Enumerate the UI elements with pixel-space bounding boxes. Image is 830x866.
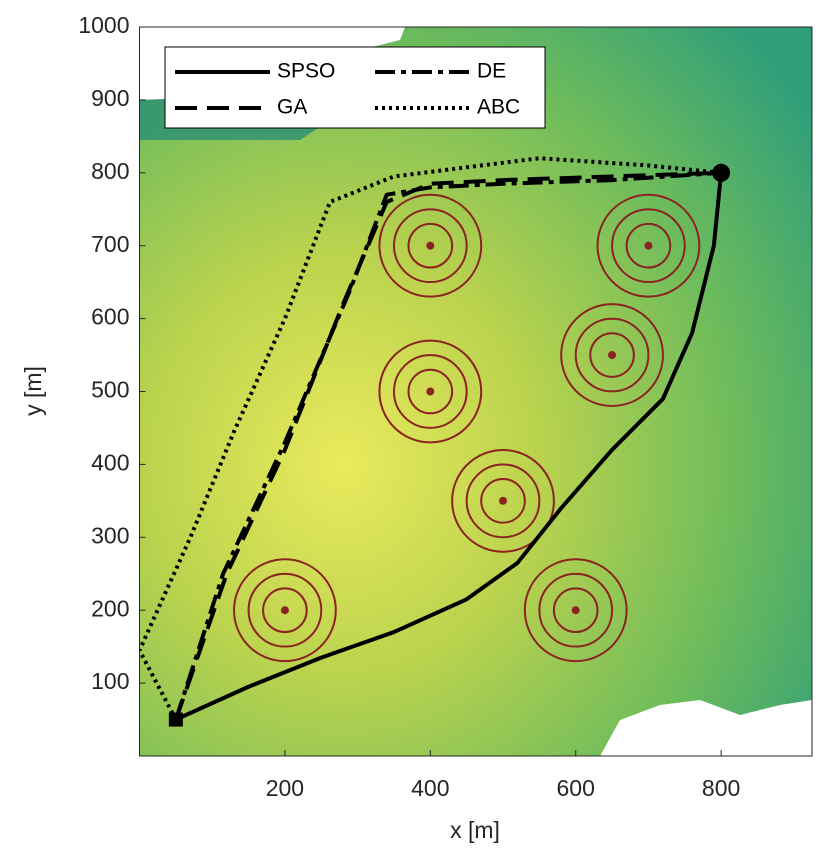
path-line xyxy=(139,156,722,721)
obstacle-ring xyxy=(407,368,454,415)
obstacle-center xyxy=(426,241,435,250)
obstacle-ring xyxy=(407,222,454,269)
obstacle-ring xyxy=(233,558,337,663)
plot-area xyxy=(139,156,731,727)
obstacle-ring xyxy=(378,339,483,444)
goal-marker xyxy=(712,163,731,182)
legend-label: ABC xyxy=(477,96,520,119)
obstacle-ring xyxy=(392,208,468,284)
obstacle-ring xyxy=(247,572,323,648)
terrain xyxy=(139,27,812,756)
obstacle-ring xyxy=(589,332,635,378)
x-tick-label: 600 xyxy=(557,775,595,801)
obstacle-ring xyxy=(560,303,664,407)
y-tick-label: 800 xyxy=(91,158,129,184)
x-tick-label: 800 xyxy=(702,775,740,801)
obstacle-ring xyxy=(392,354,468,429)
obstacle-ring xyxy=(262,587,308,634)
obstacle-ring xyxy=(611,208,686,284)
path-line xyxy=(173,170,722,721)
legend-label: SPSO xyxy=(277,60,335,83)
y-tick-label: 900 xyxy=(91,85,129,111)
path-line xyxy=(175,172,724,722)
obstacle-center xyxy=(571,606,580,615)
y-axis-label: y [m] xyxy=(20,366,46,416)
obstacle-center xyxy=(280,606,289,615)
y-tick-label: 500 xyxy=(91,377,129,403)
legend: SPSO GA DE ABC xyxy=(164,46,546,129)
x-tick-label: 400 xyxy=(411,775,449,801)
path-line xyxy=(173,170,722,721)
y-tick-label: 600 xyxy=(91,304,129,330)
start-marker xyxy=(168,712,183,727)
obstacle-center xyxy=(426,387,435,396)
x-tick-label: 200 xyxy=(266,775,304,801)
obstacle-center xyxy=(644,241,653,250)
y-tick-label: 400 xyxy=(91,449,129,475)
obstacle-ring xyxy=(378,193,483,298)
y-tick-label: 300 xyxy=(91,522,129,548)
legend-label: DE xyxy=(477,60,506,83)
obstacle-ring xyxy=(451,448,555,553)
obstacle-ring xyxy=(538,572,614,648)
axes: 200 400 600 800 100 200 300 400 500 600 700 800 900 1… xyxy=(78,12,813,801)
obstacle-center xyxy=(499,496,508,505)
obstacle-ring xyxy=(574,317,650,393)
obstacle-center xyxy=(608,351,617,360)
obstacle-ring xyxy=(596,193,701,298)
obstacle-ring xyxy=(480,478,526,524)
y-tick-label: 1000 xyxy=(78,12,129,38)
legend-label: GA xyxy=(277,96,307,119)
obstacle-ring xyxy=(523,558,628,663)
axes-frame xyxy=(139,26,813,757)
x-axis-label: x [m] xyxy=(450,817,500,843)
obstacle-ring xyxy=(465,463,541,539)
y-tick-label: 200 xyxy=(91,595,129,621)
obstacle-ring xyxy=(552,587,599,634)
y-tick-label: 100 xyxy=(91,668,129,694)
y-tick-label: 700 xyxy=(91,231,129,257)
obstacle-ring xyxy=(625,222,672,269)
